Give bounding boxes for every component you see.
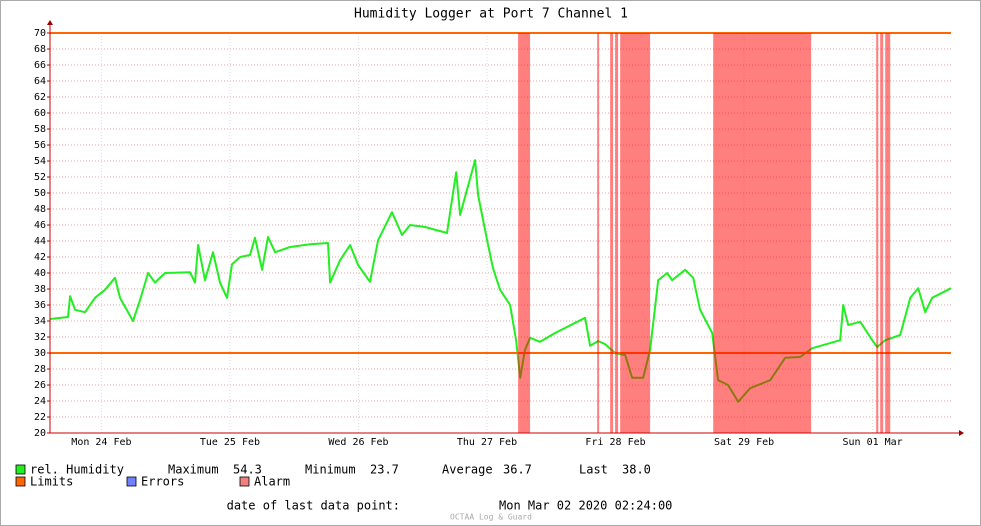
x-tick-label: Sun 01 Mar [842, 437, 902, 448]
x-tick-label: Thu 27 Feb [457, 437, 517, 448]
y-tick-label: 68 [34, 44, 46, 55]
y-tick-label: 42 [34, 252, 46, 263]
legend-swatch [239, 476, 250, 487]
stat-label: Average [442, 463, 493, 477]
legend-swatch [126, 476, 137, 487]
legend-label: Limits [30, 475, 73, 489]
x-arrow [959, 430, 964, 436]
alarm-span [620, 33, 651, 433]
x-tick-label: Wed 26 Feb [328, 437, 388, 448]
y-tick-label: 40 [34, 268, 46, 279]
alarm-span [610, 33, 614, 433]
y-tick-label: 20 [34, 428, 46, 439]
footer-label: date of last data point: [227, 499, 400, 513]
y-tick-label: 66 [34, 60, 46, 71]
x-tick-label: Mon 24 Feb [71, 437, 131, 448]
legend-swatch [15, 464, 26, 475]
y-tick-label: 62 [34, 92, 46, 103]
y-tick-label: 50 [34, 188, 46, 199]
legend-label: rel. Humidity [30, 463, 124, 477]
chart-title: Humidity Logger at Port 7 Channel 1 [354, 7, 628, 22]
alarm-span [885, 33, 891, 433]
y-tick-label: 58 [34, 124, 46, 135]
alarm-span [880, 33, 884, 433]
stat-label: Maximum [168, 463, 219, 477]
y-tick-label: 54 [34, 156, 46, 167]
stat-value: 54.3 [233, 463, 262, 477]
y-tick-label: 44 [34, 236, 46, 247]
y-tick-label: 22 [34, 412, 46, 423]
y-tick-label: 26 [34, 380, 46, 391]
y-tick-label: 24 [34, 396, 46, 407]
y-tick-label: 56 [34, 140, 46, 151]
footer-value: Mon Mar 02 2020 02:24:00 [499, 499, 672, 513]
y-tick-label: 30 [34, 348, 46, 359]
legend-swatch [15, 476, 26, 487]
alarm-span [597, 33, 600, 433]
x-tick-label: Sat 29 Feb [714, 437, 774, 448]
stat-value: 38.0 [622, 463, 651, 477]
y-tick-label: 36 [34, 300, 46, 311]
legend-label: Errors [141, 475, 184, 489]
y-tick-label: 32 [34, 332, 46, 343]
legend-label: Alarm [254, 475, 290, 489]
stat-value: 36.7 [503, 463, 532, 477]
y-tick-label: 38 [34, 284, 46, 295]
y-tick-label: 52 [34, 172, 46, 183]
plot-area [50, 33, 951, 433]
y-tick-label: 28 [34, 364, 46, 375]
y-tick-label: 60 [34, 108, 46, 119]
stat-label: Last [579, 463, 608, 477]
y-tick-label: 48 [34, 204, 46, 215]
watermark: OCTAA Log & Guard [450, 513, 532, 522]
stat-value: 23.7 [370, 463, 399, 477]
x-tick-label: Tue 25 Feb [200, 437, 260, 448]
y-arrow [47, 20, 53, 25]
alarm-span [876, 33, 879, 433]
y-tick-label: 70 [34, 28, 46, 39]
y-tick-label: 46 [34, 220, 46, 231]
alarm-span [615, 33, 619, 433]
x-tick-label: Fri 28 Feb [585, 437, 645, 448]
y-tick-label: 34 [34, 316, 46, 327]
y-tick-label: 64 [34, 76, 46, 87]
stat-label: Minimum [305, 463, 356, 477]
alarm-span [518, 33, 531, 433]
legend: rel. Humidity Maximum 54.3 Minimum 23.7 Avera… [15, 463, 651, 489]
alarm-span [713, 33, 812, 433]
